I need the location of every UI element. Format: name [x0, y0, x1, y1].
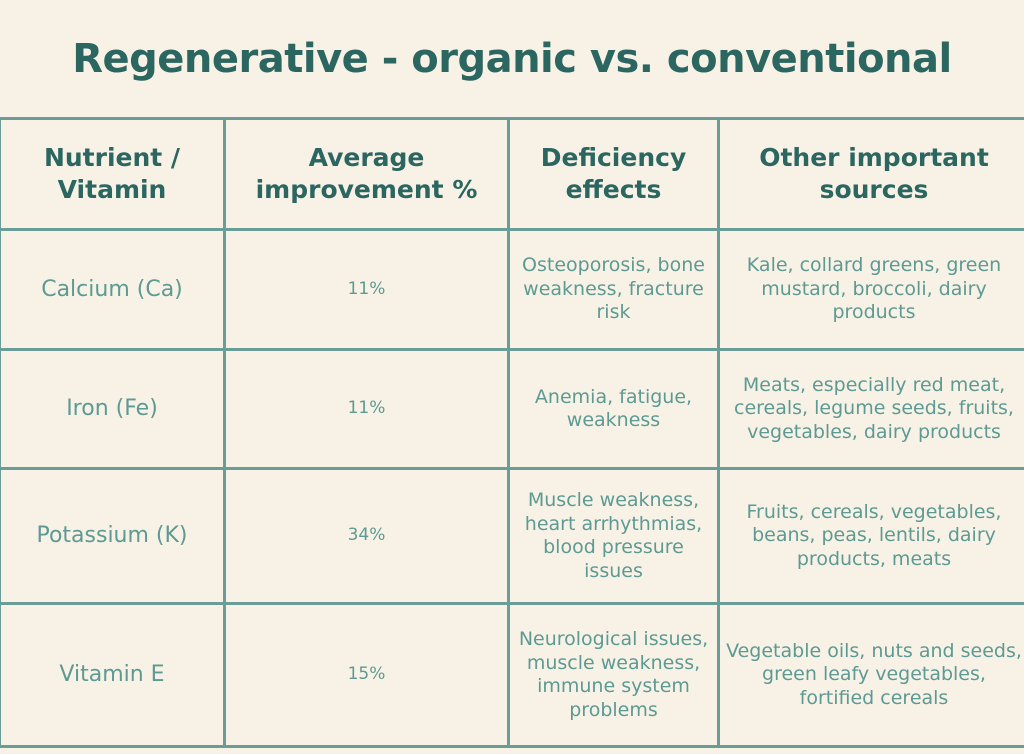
nutrient-comparison-table: Nutrient / Vitamin Average improvement %…	[0, 117, 1024, 748]
deficiency-cell: Neurological issues, muscle weakness, im…	[507, 602, 720, 748]
improvement-cell: 34%	[223, 467, 510, 605]
table-row: Vitamin E 15% Neurological issues, muscl…	[0, 602, 1024, 748]
header-nutrient: Nutrient / Vitamin	[0, 117, 226, 231]
improvement-cell: 11%	[223, 348, 510, 470]
sources-cell: Meats, especially red meat, cereals, leg…	[717, 348, 1024, 470]
table-header-row: Nutrient / Vitamin Average improvement %…	[0, 117, 1024, 231]
table-row: Calcium (Ca) 11% Osteoporosis, bone weak…	[0, 228, 1024, 351]
deficiency-cell: Anemia, fatigue, weakness	[507, 348, 720, 470]
nutrient-cell: Calcium (Ca)	[0, 228, 226, 351]
header-improvement: Average improvement %	[223, 117, 510, 231]
improvement-cell: 15%	[223, 602, 510, 748]
sources-cell: Kale, collard greens, green mustard, bro…	[717, 228, 1024, 351]
improvement-cell: 11%	[223, 228, 510, 351]
table-row: Iron (Fe) 11% Anemia, fatigue, weakness …	[0, 348, 1024, 470]
nutrient-cell: Vitamin E	[0, 602, 226, 748]
deficiency-cell: Muscle weakness, heart arrhythmias, bloo…	[507, 467, 720, 605]
table-row: Potassium (K) 34% Muscle weakness, heart…	[0, 467, 1024, 605]
sources-cell: Vegetable oils, nuts and seeds, green le…	[717, 602, 1024, 748]
header-sources: Other important sources	[717, 117, 1024, 231]
deficiency-cell: Osteoporosis, bone weakness, fracture ri…	[507, 228, 720, 351]
page-title: Regenerative - organic vs. conventional	[72, 36, 952, 82]
nutrient-cell: Potassium (K)	[0, 467, 226, 605]
header-deficiency: Deficiency effects	[507, 117, 720, 231]
nutrient-cell: Iron (Fe)	[0, 348, 226, 470]
sources-cell: Fruits, cereals, vegetables, beans, peas…	[717, 467, 1024, 605]
